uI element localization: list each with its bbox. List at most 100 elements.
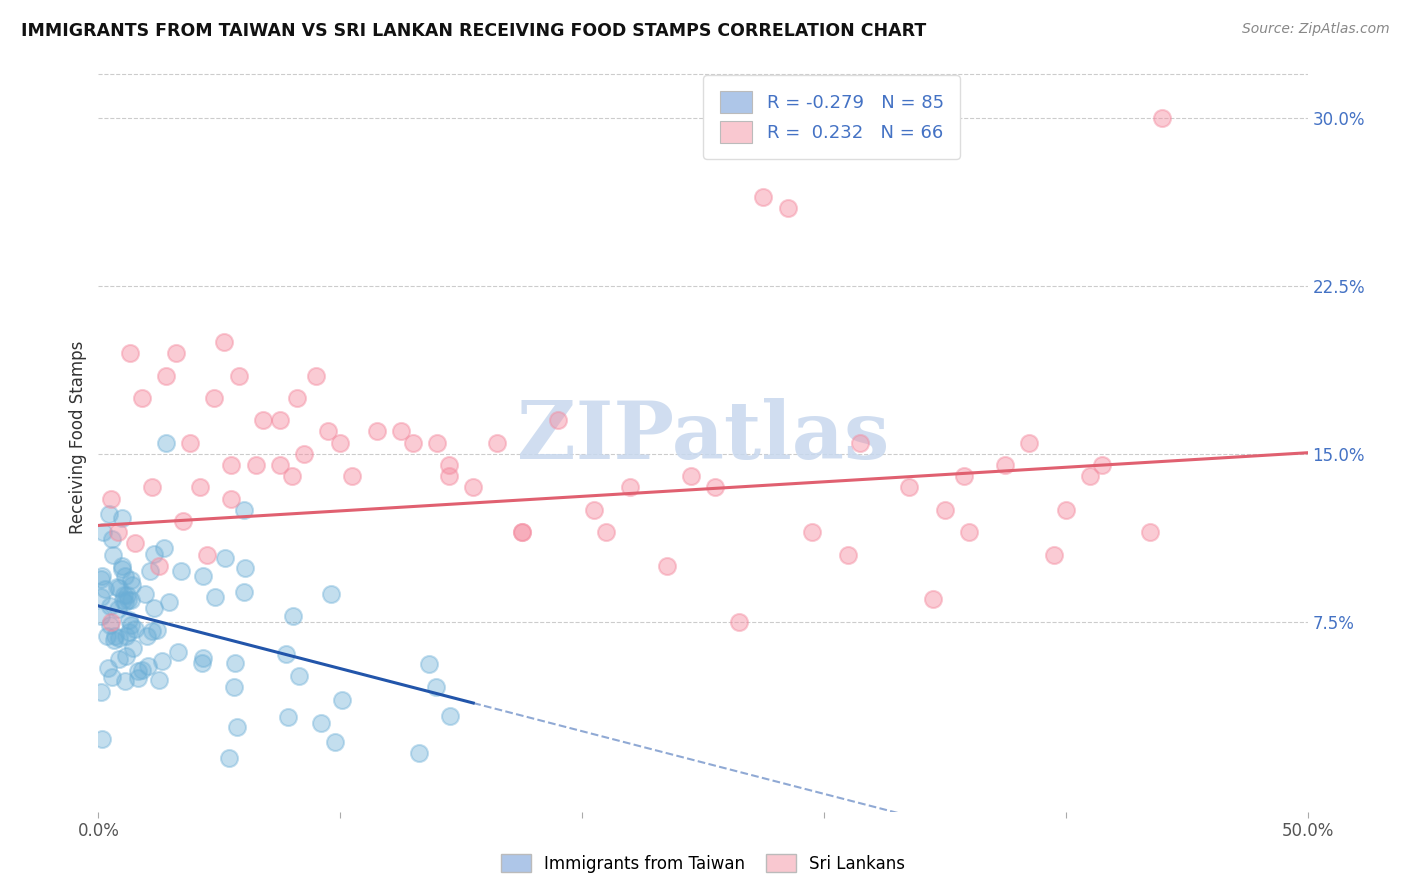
Point [281,469,304,483]
Point [994,458,1017,472]
Point [188,480,211,494]
Point [191,569,214,583]
Point [121,578,143,592]
Y-axis label: Receiving Food Stamps: Receiving Food Stamps [69,341,87,533]
Point [619,480,641,494]
Point [179,435,201,450]
Point [728,615,751,629]
Point [330,693,353,707]
Point [953,469,976,483]
Point [111,511,134,525]
Point [98,617,121,632]
Point [221,491,243,506]
Point [169,565,191,579]
Point [114,568,136,582]
Point [224,656,246,670]
Point [510,525,533,540]
Text: ZIPatlas: ZIPatlas [517,398,889,476]
Point [319,587,342,601]
Point [849,435,872,450]
Point [655,558,678,573]
Point [486,435,509,450]
Point [114,595,136,609]
Point [97,661,120,675]
Point [218,750,240,764]
Point [143,601,166,615]
Point [292,447,315,461]
Point [426,435,449,450]
Point [105,580,128,594]
Point [153,541,176,555]
Point [97,508,120,522]
Point [437,458,460,472]
Point [323,734,346,748]
Point [316,425,339,439]
Point [150,654,173,668]
Point [114,673,136,688]
Point [425,680,447,694]
Point [366,425,388,439]
Point [309,716,332,731]
Point [103,633,125,648]
Point [115,649,138,664]
Point [800,525,823,540]
Point [112,588,135,602]
Legend: Immigrants from Taiwan, Sri Lankans: Immigrants from Taiwan, Sri Lankans [495,847,911,880]
Point [117,613,139,627]
Point [107,602,129,616]
Point [157,595,180,609]
Point [329,435,352,450]
Point [252,413,274,427]
Point [117,593,139,607]
Point [120,617,142,632]
Point [91,524,114,539]
Point [595,525,617,540]
Point [148,673,170,687]
Point [90,609,112,624]
Point [288,669,311,683]
Point [107,581,129,595]
Point [463,480,485,494]
Point [155,368,177,383]
Point [245,458,267,472]
Point [342,469,364,483]
Point [1152,112,1174,126]
Point [115,629,138,643]
Text: Source: ZipAtlas.com: Source: ZipAtlas.com [1241,22,1389,37]
Point [389,425,412,439]
Point [1042,548,1064,562]
Text: IMMIGRANTS FROM TAIWAN VS SRI LANKAN RECEIVING FOOD STAMPS CORRELATION CHART: IMMIGRANTS FROM TAIWAN VS SRI LANKAN REC… [21,22,927,40]
Point [190,656,212,670]
Point [111,559,134,574]
Point [107,652,129,666]
Point [141,480,163,494]
Point [957,525,980,540]
Point [1078,469,1101,483]
Point [100,491,122,506]
Point [110,562,132,576]
Point [118,346,141,360]
Point [155,435,177,450]
Point [131,391,153,405]
Point [283,609,305,624]
Point [402,435,425,450]
Point [437,469,460,483]
Point [107,525,129,540]
Point [108,632,131,646]
Point [93,582,115,596]
Point [120,573,142,587]
Point [204,590,226,604]
Point [104,629,127,643]
Point [90,568,112,582]
Point [101,670,124,684]
Point [166,645,188,659]
Point [837,548,859,562]
Point [96,629,118,643]
Point [111,593,134,607]
Point [934,502,956,516]
Point [232,503,254,517]
Point [679,469,702,483]
Point [118,625,141,640]
Point [134,587,156,601]
Point [214,551,236,566]
